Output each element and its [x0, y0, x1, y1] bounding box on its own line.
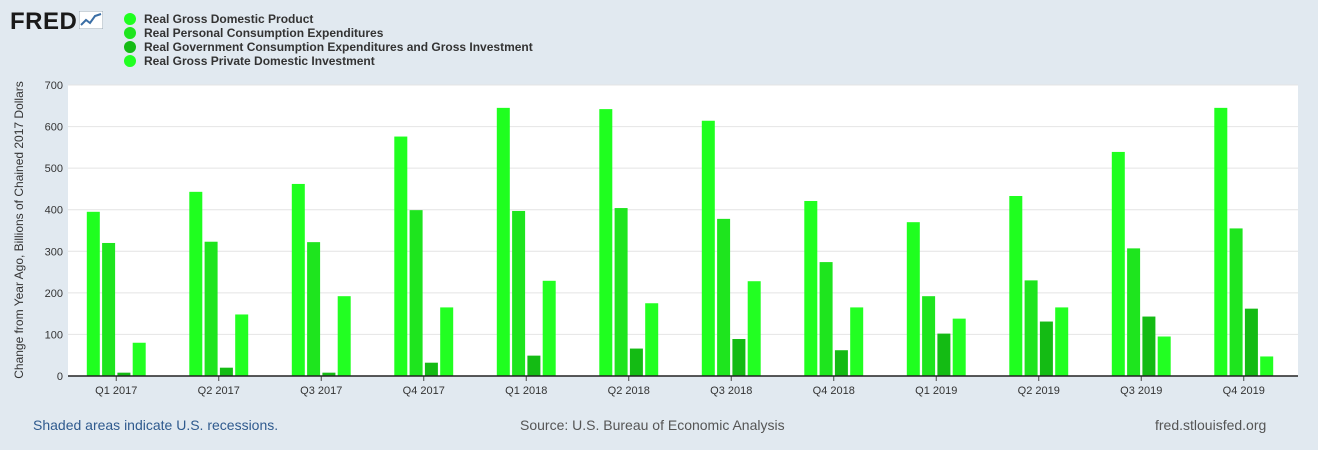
bar[interactable]	[937, 333, 951, 376]
legend-item[interactable]: Real Personal Consumption Expenditures	[124, 26, 533, 40]
bar[interactable]	[850, 307, 864, 376]
bar[interactable]	[599, 109, 613, 377]
bar[interactable]	[1127, 248, 1141, 376]
bar[interactable]	[906, 222, 920, 376]
legend-label: Real Government Consumption Expenditures…	[144, 40, 533, 54]
y-tick-label: 100	[45, 329, 63, 341]
x-axis-ticks: Q1 2017 Q2 2017 Q3 2017 Q4 2017 Q1 2018 Q2 20…	[95, 376, 1265, 397]
bar[interactable]	[496, 107, 510, 376]
y-tick-label: 700	[45, 80, 63, 92]
bar[interactable]	[322, 372, 336, 376]
legend-label: Real Personal Consumption Expenditures	[144, 26, 384, 40]
y-tick-label: 0	[57, 371, 63, 383]
bar[interactable]	[922, 296, 936, 376]
bar[interactable]	[1214, 107, 1228, 376]
plot-area	[68, 85, 1298, 376]
bar[interactable]	[747, 281, 761, 376]
legend-dot-icon	[124, 41, 136, 53]
bar[interactable]	[291, 183, 305, 376]
legend-item[interactable]: Real Gross Private Domestic Investment	[124, 54, 533, 68]
bar[interactable]	[1055, 307, 1069, 376]
bar[interactable]	[542, 280, 556, 376]
bar[interactable]	[204, 241, 218, 376]
x-tick-label: Q2 2018	[608, 385, 650, 397]
legend-dot-icon	[124, 55, 136, 67]
x-tick-label: Q4 2018	[813, 385, 855, 397]
bar[interactable]	[307, 242, 321, 376]
x-tick-label: Q3 2017	[300, 385, 342, 397]
bar[interactable]	[614, 208, 628, 376]
y-tick-label: 200	[45, 288, 63, 300]
bar[interactable]	[1039, 321, 1053, 376]
bar[interactable]	[834, 350, 848, 376]
bar[interactable]	[337, 296, 351, 376]
y-tick-label: 500	[45, 163, 63, 175]
bar[interactable]	[394, 136, 408, 376]
gridlines	[68, 84, 1298, 335]
bar[interactable]	[219, 367, 233, 376]
x-tick-label: Q2 2019	[1018, 385, 1060, 397]
bar[interactable]	[512, 210, 526, 376]
site-link[interactable]: fred.stlouisfed.org	[1155, 417, 1267, 433]
bar[interactable]	[424, 362, 438, 376]
legend-item[interactable]: Real Government Consumption Expenditures…	[124, 40, 533, 54]
bar[interactable]	[189, 191, 203, 376]
bar[interactable]	[645, 303, 659, 376]
bar[interactable]	[629, 348, 643, 376]
bar[interactable]	[717, 218, 731, 376]
bar[interactable]	[235, 314, 249, 376]
x-tick-label: Q3 2018	[710, 385, 752, 397]
fred-logo-text: FRED	[10, 8, 78, 35]
bar[interactable]	[732, 339, 746, 376]
bar[interactable]	[804, 200, 818, 376]
bar[interactable]	[1244, 308, 1258, 376]
y-tick-label: 400	[45, 205, 63, 217]
x-tick-label: Q4 2019	[1223, 385, 1265, 397]
bar[interactable]	[117, 372, 131, 376]
chart-legend: Real Gross Domestic Product Real Personal…	[124, 12, 533, 68]
bar[interactable]	[1111, 151, 1125, 376]
x-tick-label: Q1 2019	[915, 385, 957, 397]
bar[interactable]	[1024, 280, 1038, 376]
bar[interactable]	[1260, 356, 1274, 376]
bar[interactable]	[701, 120, 715, 376]
y-tick-label: 600	[45, 122, 63, 134]
x-tick-label: Q1 2017	[95, 385, 137, 397]
legend-dot-icon	[124, 27, 136, 39]
source-note: Source: U.S. Bureau of Economic Analysis	[520, 417, 785, 433]
bar[interactable]	[102, 242, 116, 376]
bars	[86, 107, 1274, 377]
y-axis-label: Change from Year Ago, Billions of Chaine…	[12, 81, 26, 379]
bar[interactable]	[1142, 316, 1156, 376]
legend-label: Real Gross Private Domestic Investment	[144, 54, 375, 68]
bar[interactable]	[819, 262, 833, 376]
bar[interactable]	[86, 211, 100, 376]
legend-dot-icon	[124, 13, 136, 25]
legend-label: Real Gross Domestic Product	[144, 12, 314, 26]
x-tick-label: Q2 2017	[198, 385, 240, 397]
legend-item[interactable]: Real Gross Domestic Product	[124, 12, 533, 26]
bar[interactable]	[409, 210, 423, 376]
bar[interactable]	[1157, 336, 1171, 376]
x-tick-label: Q4 2017	[403, 385, 445, 397]
bar[interactable]	[527, 355, 541, 376]
bar[interactable]	[1009, 195, 1023, 376]
x-tick-label: Q3 2019	[1120, 385, 1162, 397]
y-tick-label: 300	[45, 246, 63, 258]
bar[interactable]	[440, 307, 454, 376]
x-tick-label: Q1 2018	[505, 385, 547, 397]
recession-note: Shaded areas indicate U.S. recessions.	[33, 417, 279, 433]
bar[interactable]	[952, 318, 966, 376]
bar[interactable]	[132, 342, 146, 376]
y-axis-ticks: 0 100 200 300 400 500 600 700	[45, 80, 63, 383]
bar[interactable]	[1229, 228, 1243, 376]
